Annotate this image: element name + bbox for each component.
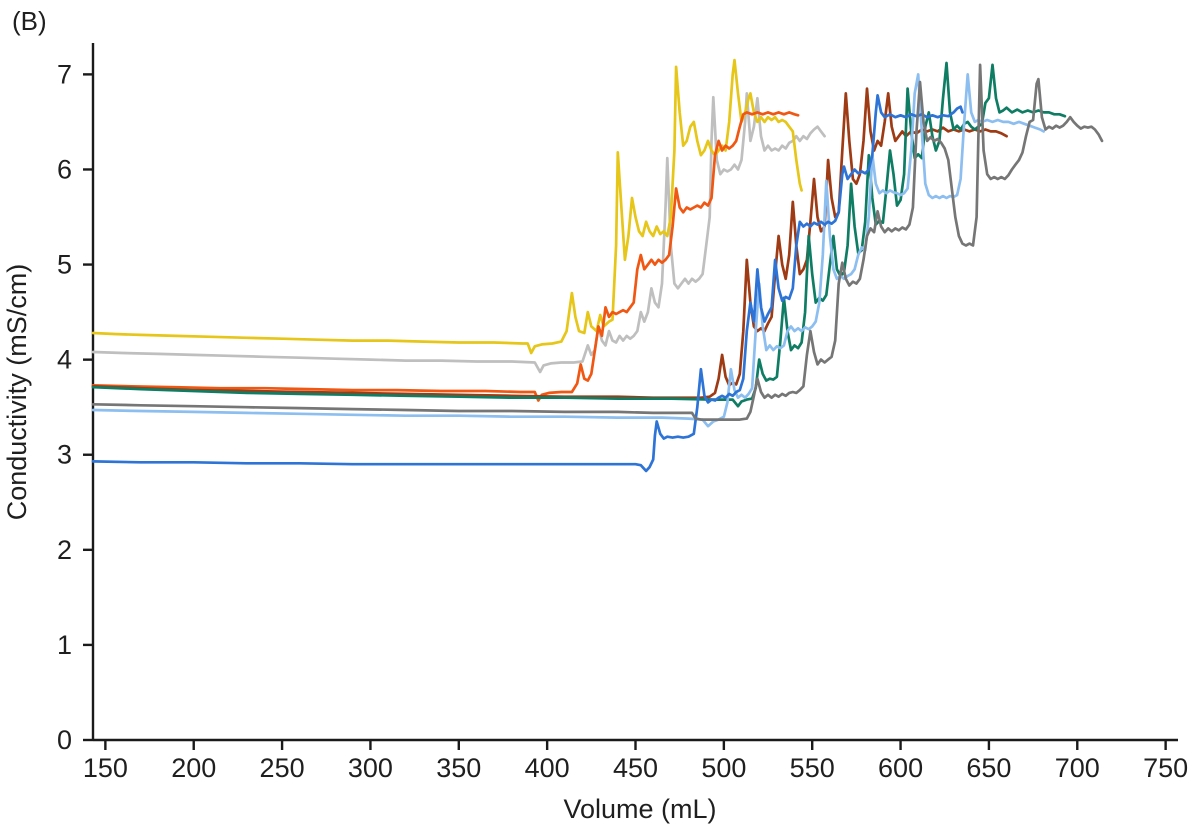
x-axis-title: Volume (mL) — [563, 794, 716, 824]
x-tick-label: 200 — [171, 753, 216, 783]
series-line-light-blue — [91, 73, 1046, 428]
axes — [83, 43, 1178, 750]
y-axis-title: Conductivity (mS/cm) — [2, 264, 32, 521]
x-tick-label: 750 — [1143, 753, 1188, 783]
y-tick-label: 2 — [57, 535, 72, 565]
y-tick-label: 7 — [57, 59, 72, 89]
x-tick-label: 250 — [260, 753, 305, 783]
x-tick-label: 150 — [83, 753, 128, 783]
x-tick-label: 550 — [790, 753, 835, 783]
series-lines — [91, 58, 1104, 473]
y-tick-label: 1 — [57, 630, 72, 660]
y-tick-label: 3 — [57, 440, 72, 470]
y-tick-label: 5 — [57, 250, 72, 280]
series-line-light-gray — [91, 92, 826, 374]
series-line-blue — [91, 93, 964, 473]
x-tick-label: 450 — [613, 753, 658, 783]
x-tick-label: 300 — [348, 753, 393, 783]
series-line-dark-gray — [91, 63, 1104, 421]
y-tick-label: 4 — [57, 345, 72, 375]
series-line-yellow — [91, 58, 803, 355]
tick-labels: 150 200 250 300 350 400 450 500 550 600 650 700 750 0… — [57, 59, 1188, 783]
y-tick-label: 6 — [57, 154, 72, 184]
panel-label: (B) — [12, 6, 47, 36]
x-tick-label: 500 — [701, 753, 746, 783]
y-tick-label: 0 — [57, 725, 72, 755]
series-line-dark-red — [91, 87, 1008, 400]
x-tick-label: 650 — [966, 753, 1011, 783]
series-line-teal — [91, 61, 1067, 408]
x-tick-label: 600 — [878, 753, 923, 783]
series-line-orange — [91, 111, 800, 402]
x-tick-label: 350 — [436, 753, 481, 783]
x-tick-label: 400 — [525, 753, 570, 783]
x-tick-label: 700 — [1055, 753, 1100, 783]
